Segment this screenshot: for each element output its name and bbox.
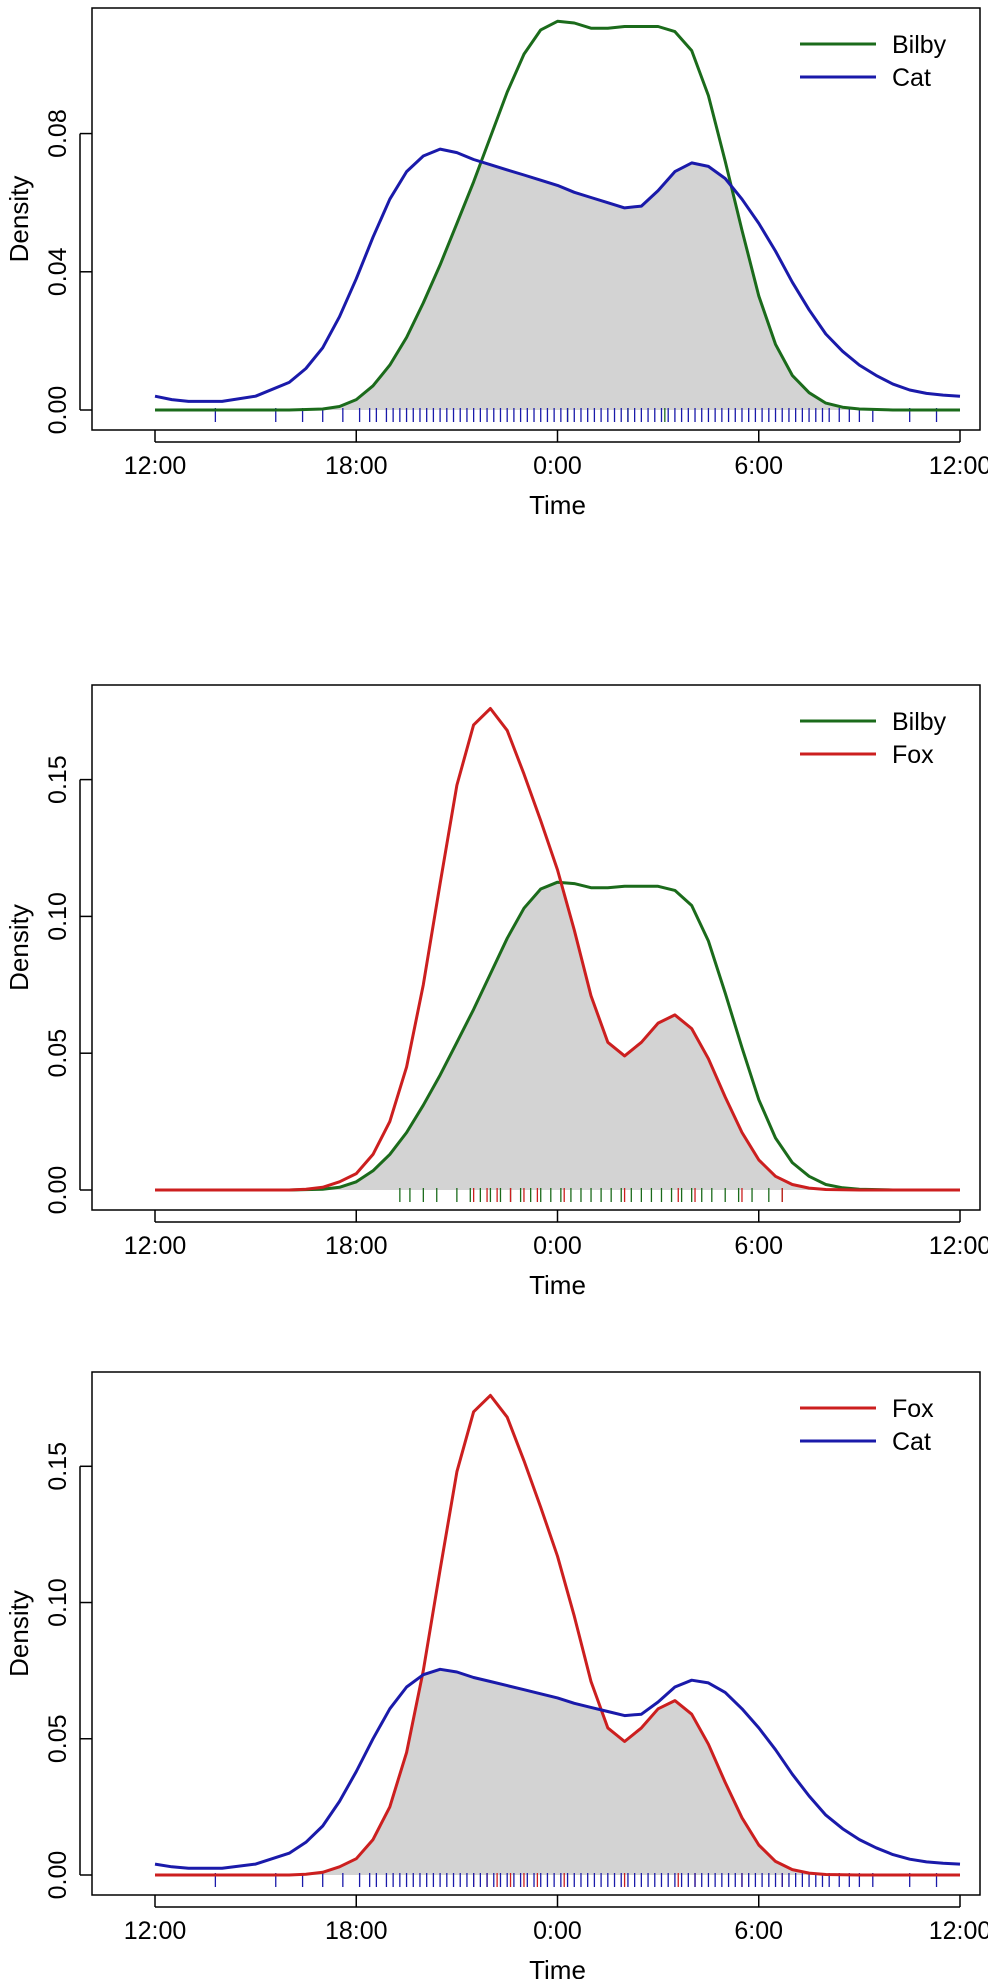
y-axis-title: Density — [4, 1590, 34, 1677]
chart-panel-2: 12:00 18:00 0:00 6:00 12:00 Time 0.00 0.05 0.10 0… — [4, 684, 988, 1300]
overlap-area — [155, 1669, 960, 1875]
legend: Bilby Fox — [800, 708, 947, 769]
series-line-bilby — [155, 880, 960, 1192]
series-line-cat — [154, 1667, 961, 1870]
x-tick-label: 6:00 — [734, 1917, 783, 1945]
x-tick-label: 12:00 — [929, 1917, 988, 1945]
plot-frame — [91, 684, 981, 1211]
rug-fox — [472, 1188, 783, 1202]
x-tick-label: 6:00 — [734, 452, 783, 480]
y-axis-title: Density — [4, 176, 34, 263]
x-tick-label: 12:00 — [929, 1232, 988, 1260]
series-line-cat — [154, 147, 961, 403]
plot-frame — [91, 7, 981, 431]
x-tick-label: 18:00 — [325, 452, 388, 480]
overlap-area — [155, 882, 960, 1190]
x-tick-label: 12:00 — [124, 1232, 187, 1260]
y-tick-label: 0.08 — [44, 109, 72, 158]
legend-label-fox: Fox — [892, 1395, 934, 1423]
x-tick-label: 0:00 — [533, 452, 582, 480]
x-tick-label: 0:00 — [533, 1917, 582, 1945]
legend-label-bilby: Bilby — [892, 31, 947, 59]
rug-bilby — [566, 408, 666, 422]
legend-label-cat: Cat — [892, 64, 931, 92]
x-tick-label: 12:00 — [124, 1917, 187, 1945]
series-line-fox — [155, 1393, 960, 1877]
y-tick-label: 0.04 — [44, 247, 72, 296]
series-line-fox — [155, 707, 960, 1192]
x-tick-label: 12:00 — [124, 452, 187, 480]
x-tick-label: 0:00 — [533, 1232, 582, 1260]
y-tick-label: 0.00 — [44, 1851, 72, 1900]
x-axis-title: Time — [529, 490, 586, 520]
series-line-bilby — [155, 19, 960, 412]
y-tick-label: 0.10 — [44, 892, 72, 941]
x-axis-title: Time — [529, 1270, 586, 1300]
y-axis-title: Density — [4, 904, 34, 991]
y-tick-label: 0.05 — [44, 1714, 72, 1763]
x-tick-label: 18:00 — [325, 1232, 388, 1260]
x-tick-label: 6:00 — [734, 1232, 783, 1260]
overlap-area — [155, 162, 960, 410]
y-tick-label: 0.00 — [44, 1166, 72, 1215]
legend: Bilby Cat — [800, 31, 947, 92]
x-tick-label: 12:00 — [929, 452, 988, 480]
chart-panel-3: 12:00 18:00 0:00 6:00 12:00 Time 0.00 0.05 0.10 0… — [4, 1371, 988, 1979]
chart-panel-1: 12:00 18:00 0:00 6:00 12:00 Time 0.00 0.04 0.08 D… — [4, 7, 988, 520]
y-tick-label: 0.15 — [44, 1442, 72, 1491]
y-tick-label: 0.05 — [44, 1029, 72, 1078]
x-tick-label: 18:00 — [325, 1917, 388, 1945]
legend-label-cat: Cat — [892, 1428, 931, 1456]
rug-bilby — [399, 1188, 783, 1202]
legend: Fox Cat — [800, 1395, 934, 1456]
legend-label-bilby: Bilby — [892, 708, 947, 736]
x-axis-title: Time — [529, 1955, 586, 1979]
y-tick-label: 0.15 — [44, 755, 72, 804]
plot-frame — [91, 1371, 981, 1896]
y-tick-label: 0.00 — [44, 386, 72, 435]
y-tick-label: 0.10 — [44, 1578, 72, 1627]
legend-label-fox: Fox — [892, 741, 934, 769]
